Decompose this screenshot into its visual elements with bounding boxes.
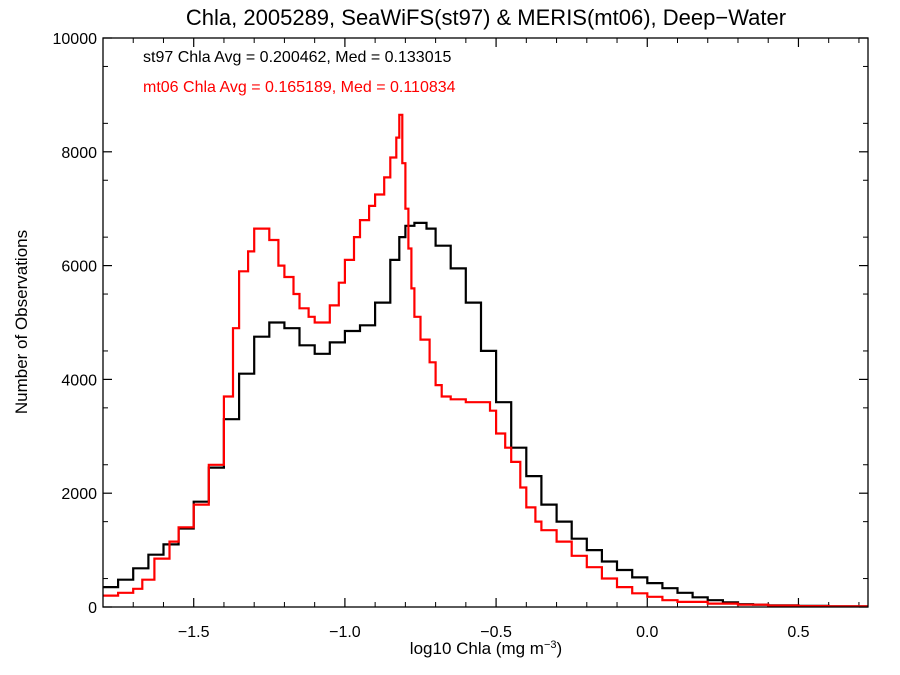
y-tick-label: 4000 bbox=[61, 372, 97, 389]
series-layer bbox=[103, 113, 868, 607]
x-tick-label: −0.5 bbox=[480, 624, 512, 641]
chart-title: Chla, 2005289, SeaWiFS(st97) & MERIS(mt0… bbox=[186, 5, 786, 30]
y-tick-label: 0 bbox=[88, 600, 97, 617]
y-tick-label: 8000 bbox=[61, 145, 97, 162]
y-axis: 0 2000 4000 6000 8000 10000 bbox=[53, 31, 868, 617]
y-axis-label: Number of Observations bbox=[12, 230, 31, 414]
y-tick-label: 6000 bbox=[61, 259, 97, 276]
x-axis-label-main: log10 Chla (mg m bbox=[410, 639, 544, 658]
x-axis-label-close: ) bbox=[557, 639, 563, 658]
x-tick-label: −1.5 bbox=[178, 624, 210, 641]
series-line-1 bbox=[103, 113, 868, 607]
plot-frame bbox=[102, 37, 869, 608]
x-tick-label: 0.0 bbox=[636, 624, 658, 641]
legend-annotation-st97: st97 Chla Avg = 0.200462, Med = 0.133015 bbox=[143, 49, 451, 66]
x-axis-label: log10 Chla (mg m−3) bbox=[410, 639, 562, 658]
x-tick-label: 0.5 bbox=[787, 624, 809, 641]
x-axis-label-superscript: −3 bbox=[544, 639, 557, 651]
y-tick-label: 2000 bbox=[61, 486, 97, 503]
series-line-0 bbox=[103, 221, 868, 607]
x-tick-label: −1.0 bbox=[329, 624, 361, 641]
x-axis: −1.5 −1.0 −0.5 0.0 0.5 bbox=[132, 38, 860, 641]
y-tick-label: 10000 bbox=[53, 31, 98, 48]
legend-annotation-mt06: mt06 Chla Avg = 0.165189, Med = 0.110834 bbox=[143, 79, 456, 96]
